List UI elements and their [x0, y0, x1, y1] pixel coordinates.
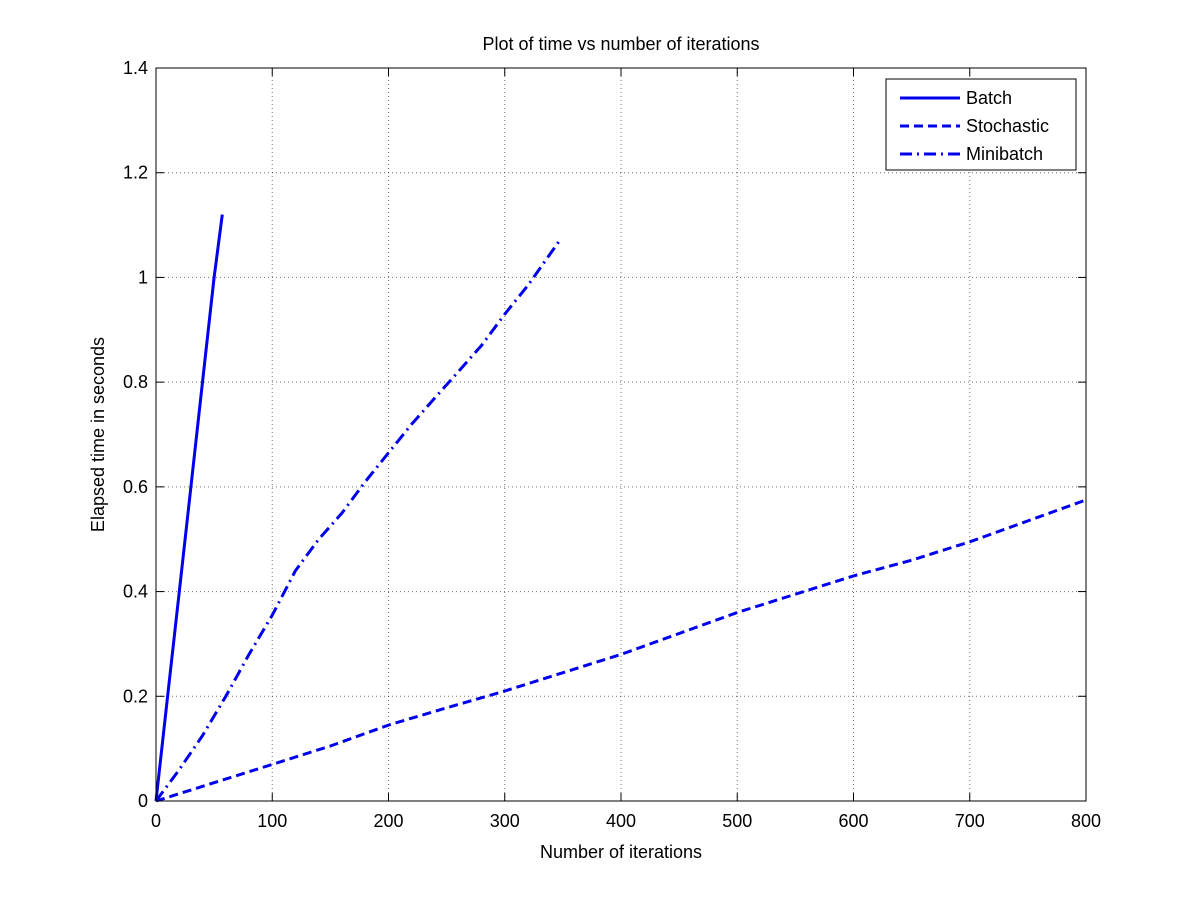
legend-entry-batch: Batch [966, 88, 1012, 108]
y-axis-label: Elapsed time in seconds [88, 337, 108, 532]
series-line-batch [154, 214, 224, 802]
x-tick-label: 400 [606, 811, 636, 831]
series-line-stochastic [155, 498, 1087, 803]
y-tick-label: 1.4 [123, 58, 148, 78]
legend-entry-minibatch: Minibatch [966, 144, 1043, 164]
x-tick-label: 300 [490, 811, 520, 831]
x-tick-label: 500 [722, 811, 752, 831]
legend-entry-stochastic: Stochastic [966, 116, 1049, 136]
y-tick-label: 0 [138, 791, 148, 811]
chart-title: Plot of time vs number of iterations [482, 34, 759, 54]
x-tick-label: 700 [955, 811, 985, 831]
y-tick-label: 0.4 [123, 582, 148, 602]
grid [156, 68, 1086, 801]
x-tick-label: 200 [373, 811, 403, 831]
ticks: 0 100 200 300 400 500 600 700 800 0 0.2 0.4 0.6 0.8 1 1… [123, 58, 1101, 831]
y-tick-label: 0.8 [123, 372, 148, 392]
x-tick-label: 800 [1071, 811, 1101, 831]
x-axis-label: Number of iterations [540, 842, 702, 862]
x-tick-label: 100 [257, 811, 287, 831]
legend: Batch Stochastic Minibatch [885, 78, 1077, 171]
series-layer [154, 214, 1087, 803]
x-tick-label: 600 [838, 811, 868, 831]
y-tick-label: 0.6 [123, 477, 148, 497]
y-tick-label: 0.2 [123, 686, 148, 706]
y-tick-label: 1 [138, 267, 148, 287]
x-tick-label: 0 [151, 811, 161, 831]
y-tick-label: 1.2 [123, 163, 148, 183]
series-line-minibatch [154, 239, 561, 802]
